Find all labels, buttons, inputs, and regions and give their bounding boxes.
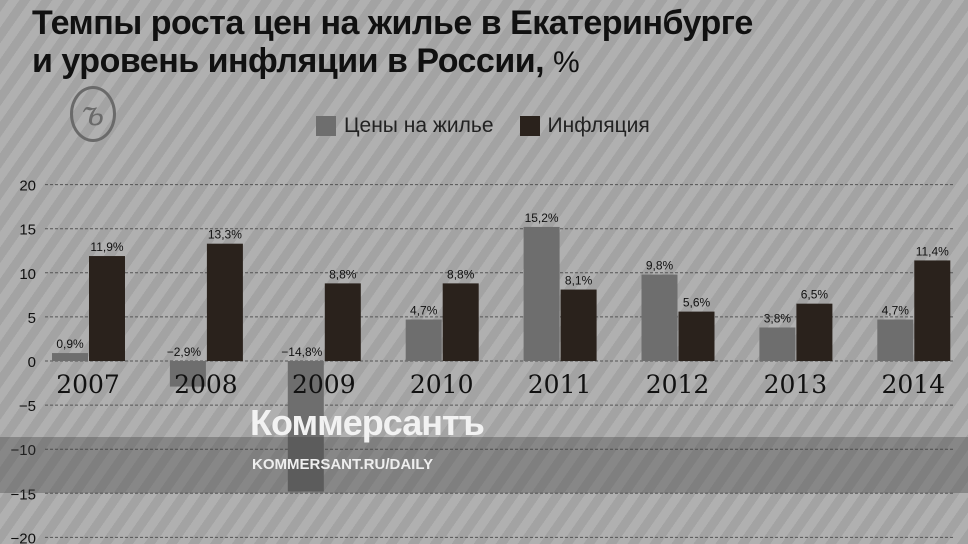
legend-item-prices: Цены на жилье [316, 114, 494, 138]
legend: Цены на жилье Инфляция [316, 114, 650, 138]
bar-inflation [206, 243, 243, 361]
x-tick-label: 2012 [646, 370, 710, 399]
y-tick-label: 15 [19, 222, 36, 239]
x-tick-label: 2011 [528, 370, 592, 399]
data-label: −14,8% [281, 345, 322, 359]
data-label: 8,8% [329, 267, 357, 281]
y-tick-label: −5 [19, 398, 36, 415]
legend-label: Инфляция [547, 114, 650, 137]
x-tick-label: 2014 [881, 370, 945, 399]
bar-inflation [89, 256, 125, 361]
bar-inflation [914, 260, 951, 361]
bar-prices [759, 327, 796, 361]
bar-prices [169, 361, 206, 387]
x-tick-label: 2010 [410, 370, 474, 399]
y-tick-label: 10 [19, 266, 36, 283]
data-label: 8,8% [447, 267, 475, 281]
data-label: 6,5% [801, 288, 829, 302]
data-label: 3,8% [764, 311, 792, 325]
bar-prices [52, 353, 88, 361]
watermark-url: KOMMERSANT.RU/DAILY [252, 456, 434, 473]
bar-prices [877, 319, 914, 361]
bar-inflation [560, 289, 597, 361]
data-label: 15,2% [525, 211, 559, 225]
title-line-2: и уровень инфляции в России, [32, 42, 545, 80]
data-label: 11,9% [90, 240, 123, 254]
data-label: 13,3% [208, 228, 242, 242]
data-label: 11,4% [916, 244, 949, 258]
bar-prices [641, 274, 678, 361]
y-tick-label: 0 [28, 354, 36, 371]
bar-inflation [324, 283, 361, 361]
bar-prices [523, 226, 560, 361]
legend-swatch [316, 116, 336, 136]
data-label: 5,6% [683, 296, 711, 310]
y-tick-label: −20 [11, 530, 36, 544]
data-label: −2,9% [167, 345, 202, 359]
bar-inflation [796, 303, 833, 361]
bar-inflation [678, 311, 715, 361]
data-label: 4,7% [410, 304, 438, 318]
kommersant-logo: ъ [70, 86, 116, 142]
x-tick-label: 2009 [292, 370, 356, 399]
watermark-brand: Коммерсантъ [250, 402, 485, 443]
data-label: 0,9% [56, 337, 84, 351]
y-tick-label: −10 [11, 442, 36, 459]
legend-swatch [519, 116, 540, 136]
watermark-band [0, 437, 968, 493]
x-tick-label: 2013 [764, 370, 828, 399]
data-label: 8,1% [565, 274, 593, 288]
bar-inflation [442, 283, 479, 361]
chart-title: Темпы роста цен на жилье в Екатеринбурге… [32, 4, 753, 82]
y-tick-label: −15 [11, 486, 36, 503]
legend-label: Цены на жилье [344, 114, 494, 137]
title-line-1: Темпы роста цен на жилье в Екатеринбурге [32, 4, 753, 42]
x-tick-label: 2007 [56, 370, 120, 399]
y-tick-label: 20 [19, 178, 36, 195]
data-label: 4,7% [882, 304, 910, 318]
bar-prices [405, 319, 442, 361]
x-tick-label: 2008 [174, 370, 238, 399]
data-label: 9,8% [646, 259, 674, 273]
y-tick-label: 5 [28, 310, 36, 327]
bar-prices [287, 361, 324, 492]
title-unit: % [553, 46, 580, 79]
legend-item-inflation: Инфляция [519, 114, 650, 138]
